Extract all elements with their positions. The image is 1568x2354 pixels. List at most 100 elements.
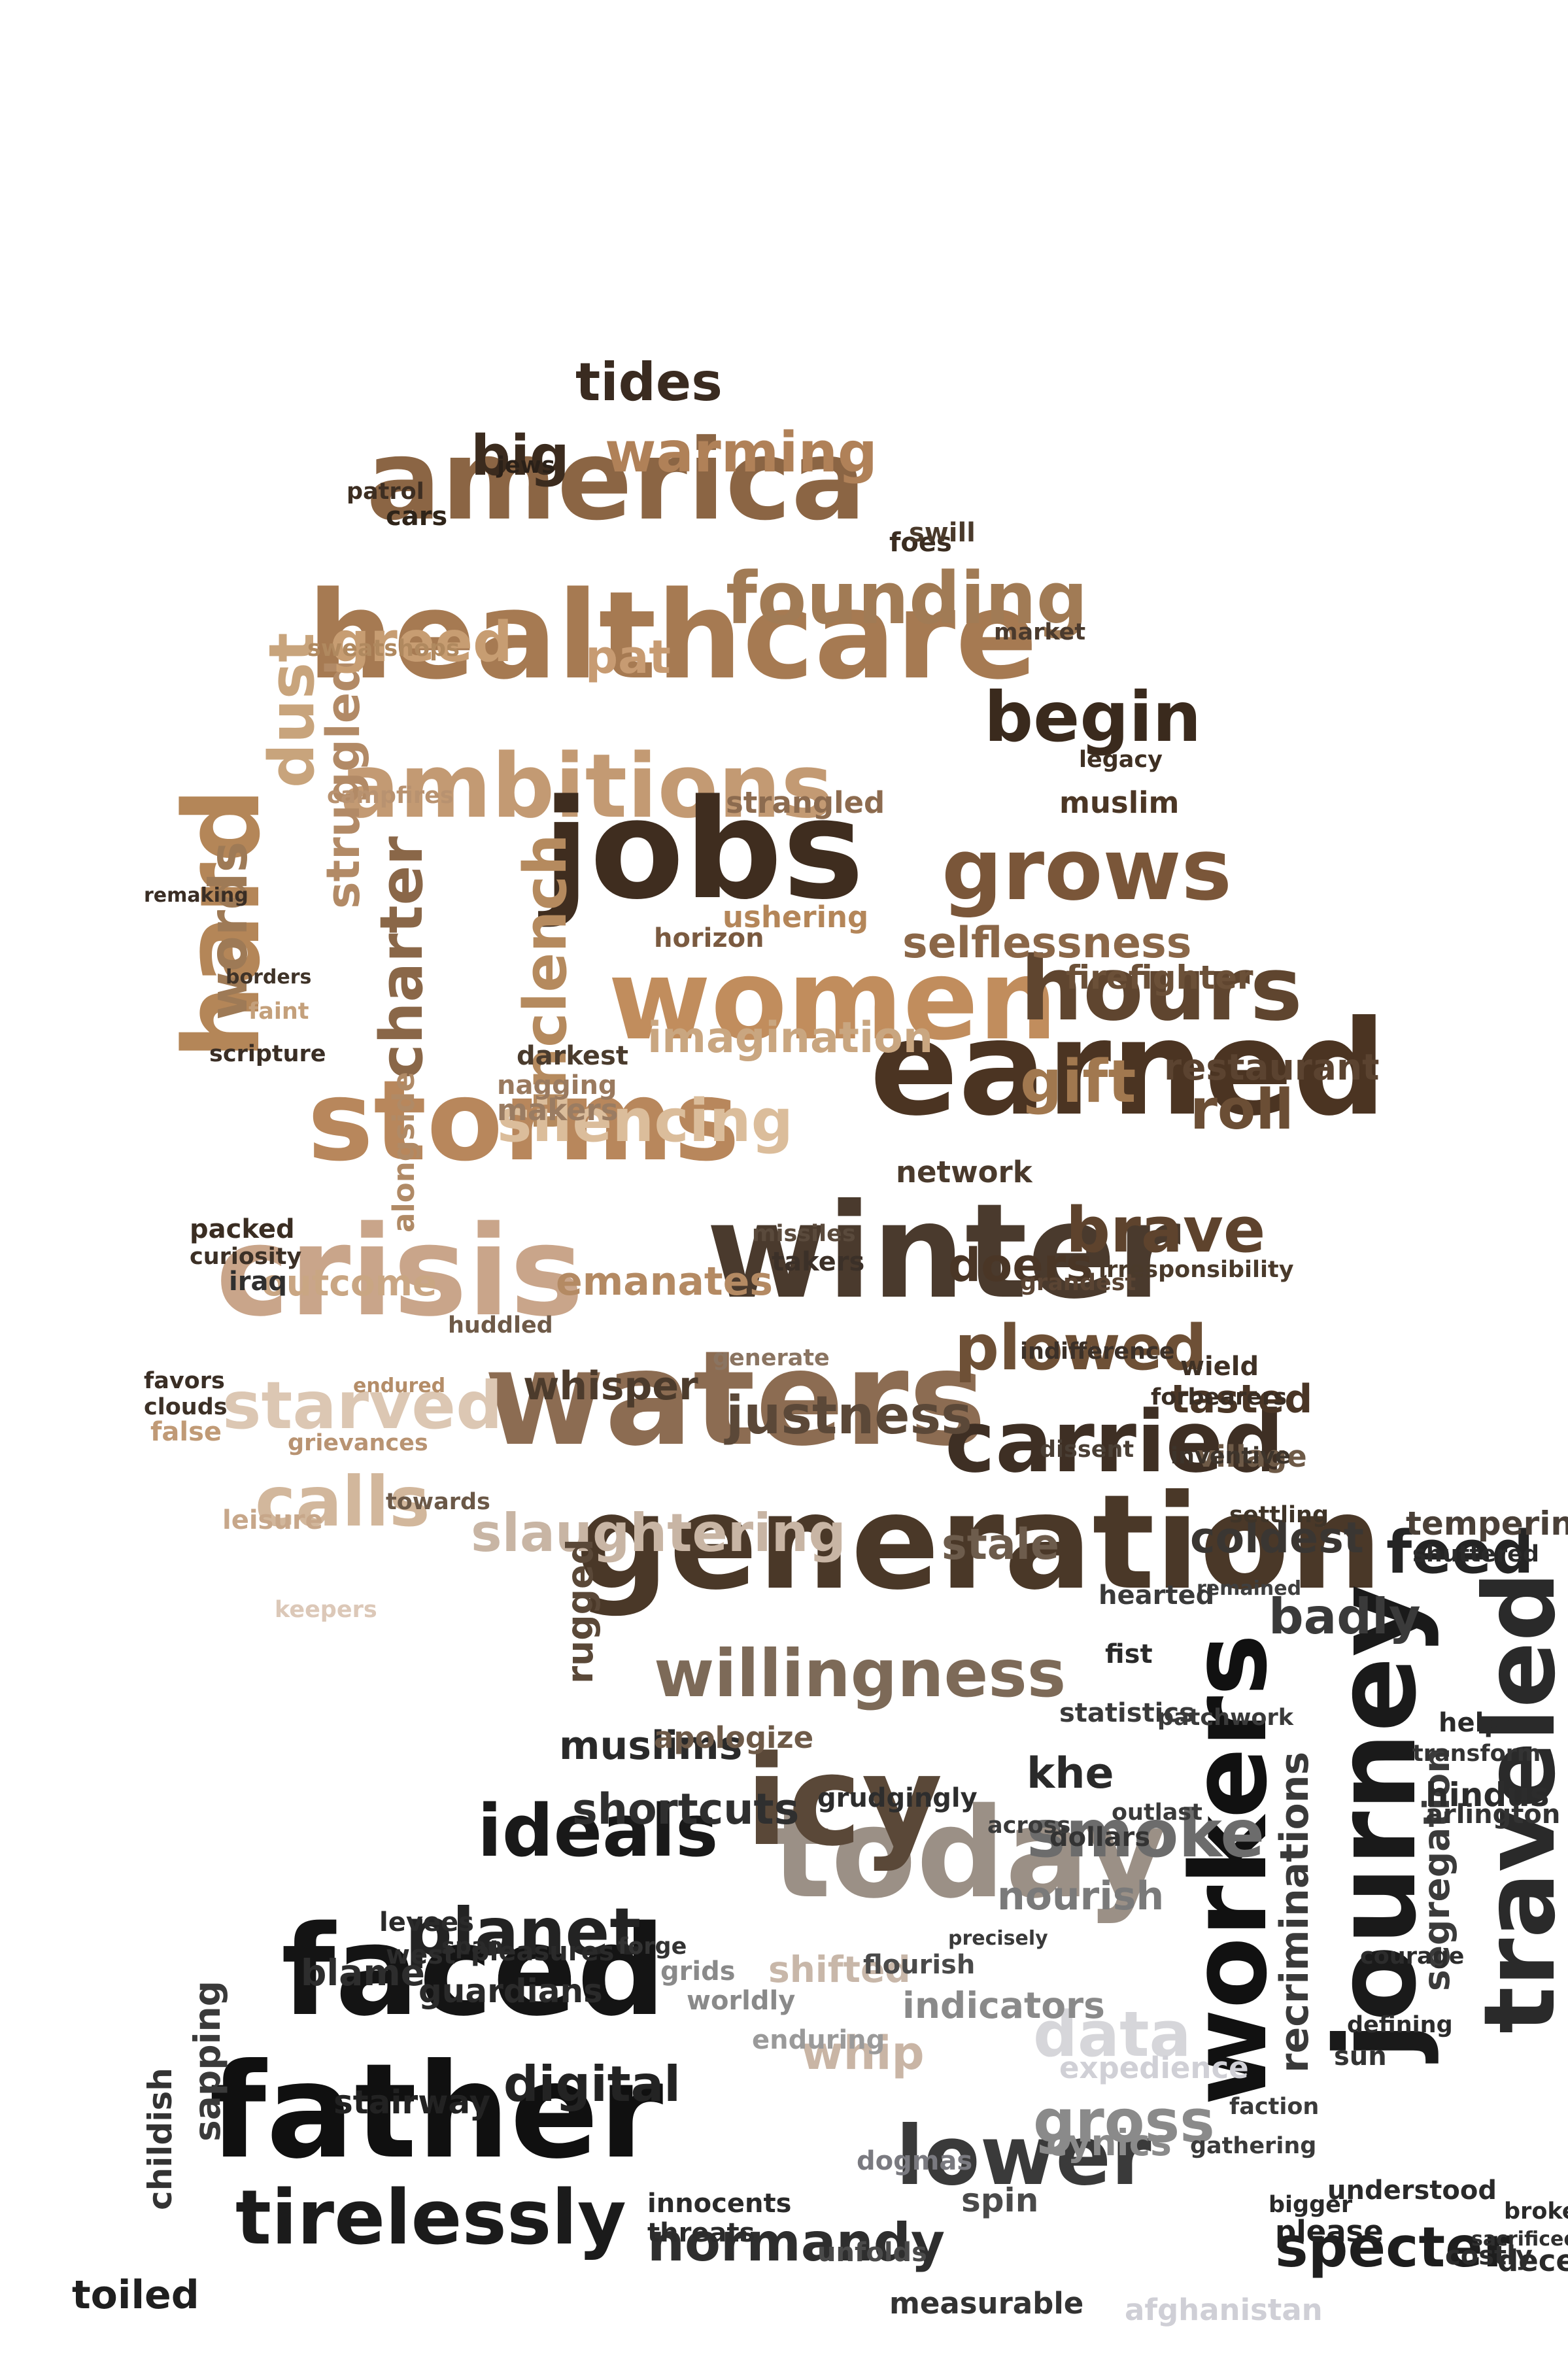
cloud-word: legacy bbox=[1079, 747, 1163, 773]
cloud-word: recriminations bbox=[1272, 1751, 1318, 2073]
cloud-word: whip bbox=[801, 2026, 925, 2080]
cloud-word: flourish bbox=[863, 1950, 976, 1980]
cloud-word: grievances bbox=[288, 1430, 428, 1456]
cloud-word: whisper bbox=[523, 1363, 698, 1409]
cloud-word: broken bbox=[1504, 2198, 1568, 2225]
cloud-word: icy bbox=[745, 1729, 943, 1873]
cloud-word: doers bbox=[948, 1238, 1093, 1292]
cloud-word: stale bbox=[942, 1520, 1059, 1569]
cloud-word: hearted bbox=[1099, 1580, 1215, 1611]
cloud-word: statistics bbox=[1059, 1698, 1195, 1728]
cloud-word: forge bbox=[618, 1934, 687, 1960]
cloud-word: courage bbox=[1360, 1943, 1465, 1970]
cloud-word: stairway bbox=[333, 2083, 491, 2121]
cloud-word: begin bbox=[984, 677, 1202, 757]
cloud-word: innocents bbox=[647, 2189, 792, 2219]
cloud-word: specter bbox=[1275, 2215, 1510, 2280]
cloud-word: span bbox=[441, 1934, 503, 1960]
cloud-word: plowed bbox=[955, 1312, 1208, 1384]
cloud-word: nourish bbox=[997, 1873, 1165, 1919]
cloud-word: endured bbox=[353, 1374, 446, 1397]
cloud-word: today bbox=[772, 1781, 1167, 1926]
cloud-word: generation bbox=[575, 1467, 1383, 1619]
cloud-word: strangled bbox=[726, 785, 885, 820]
cloud-word: grudgingly bbox=[817, 1783, 978, 1813]
cloud-word: costly bbox=[1445, 2241, 1533, 2271]
cloud-word: transform bbox=[1412, 1741, 1541, 1767]
cloud-word: campfires bbox=[327, 783, 454, 809]
cloud-word: alongside bbox=[386, 1072, 421, 1233]
cloud-word: gift bbox=[1020, 1048, 1136, 1116]
cloud-word: shortcuts bbox=[572, 1785, 800, 1834]
cloud-word: darkest bbox=[517, 1041, 628, 1071]
cloud-word: worldly bbox=[687, 1986, 796, 2016]
cloud-word: grids bbox=[660, 1956, 736, 1987]
cloud-word: selflessness bbox=[902, 919, 1192, 968]
cloud-word: nagging bbox=[497, 1070, 617, 1100]
cloud-word: cars bbox=[386, 502, 448, 532]
cloud-word: packed bbox=[190, 1214, 295, 1244]
cloud-word: dogmas bbox=[857, 2146, 973, 2176]
cloud-word: firefighter bbox=[1066, 959, 1253, 997]
cloud-word: charter bbox=[367, 836, 436, 1079]
cloud-word: muslim bbox=[1059, 785, 1180, 820]
cloud-word: faced bbox=[281, 1899, 666, 2043]
cloud-word: father bbox=[209, 2036, 664, 2188]
cloud-word: storms bbox=[307, 1057, 740, 1186]
cloud-word: enduring bbox=[752, 2025, 885, 2055]
cloud-word: sacrificed bbox=[1471, 2228, 1568, 2251]
cloud-word: across bbox=[987, 1813, 1071, 1839]
cloud-word: faction bbox=[1229, 2094, 1320, 2120]
cloud-word: healthcare bbox=[307, 565, 1038, 706]
cloud-word: lower bbox=[896, 2109, 1151, 2204]
cloud-word: indicators bbox=[902, 1985, 1105, 2026]
cloud-word: spin bbox=[961, 2181, 1039, 2219]
cloud-word: cynics bbox=[1046, 2122, 1172, 2164]
cloud-word: missiles bbox=[752, 1221, 856, 1247]
cloud-word: america bbox=[366, 416, 866, 545]
cloud-word: clouds bbox=[144, 1394, 228, 1420]
cloud-word: waters bbox=[484, 1323, 987, 1475]
cloud-word: horizon bbox=[654, 923, 764, 953]
cloud-word: dollars bbox=[1049, 1822, 1151, 1852]
cloud-word: fist bbox=[1105, 1639, 1153, 1669]
cloud-word: muslims bbox=[559, 1723, 743, 1769]
cloud-word: data bbox=[1033, 1999, 1191, 2071]
cloud-word: favors bbox=[144, 1368, 225, 1394]
cloud-word: brave bbox=[1066, 1195, 1266, 1267]
cloud-word: levees bbox=[379, 1907, 474, 1937]
cloud-word: toiled bbox=[72, 2272, 199, 2318]
cloud-word: earned bbox=[870, 993, 1387, 1145]
cloud-word: ideals bbox=[477, 1789, 719, 1873]
cloud-word: false bbox=[150, 1417, 222, 1447]
cloud-word: pat bbox=[585, 630, 671, 684]
cloud-word: understood bbox=[1327, 2175, 1497, 2206]
cloud-word: please bbox=[1275, 2214, 1384, 2249]
cloud-word: arlington bbox=[1425, 1800, 1561, 1830]
cloud-word: digital bbox=[503, 2055, 681, 2113]
cloud-word: starved bbox=[222, 1367, 503, 1444]
cloud-word: big bbox=[471, 424, 570, 488]
cloud-word: grandest bbox=[1020, 1270, 1136, 1296]
cloud-word: west bbox=[386, 1940, 456, 1970]
cloud-word: hours bbox=[1020, 938, 1303, 1040]
cloud-word: patchwork bbox=[1157, 1705, 1293, 1731]
cloud-word: huddled bbox=[448, 1312, 553, 1339]
cloud-word: remained bbox=[1197, 1577, 1302, 1600]
cloud-word: deceit bbox=[1497, 2243, 1568, 2278]
cloud-word: defining bbox=[1347, 2012, 1453, 2038]
cloud-word: hindus bbox=[1425, 1776, 1550, 1814]
cloud-word: wield bbox=[1180, 1352, 1259, 1382]
cloud-word: coldest bbox=[1190, 1514, 1364, 1563]
cloud-word: keepers bbox=[275, 1597, 377, 1623]
cloud-word: settling bbox=[1229, 1502, 1329, 1528]
cloud-word: dissent bbox=[1040, 1437, 1134, 1463]
cloud-word: patrol bbox=[347, 479, 424, 505]
cloud-word: words bbox=[198, 841, 259, 1020]
cloud-word: guardians bbox=[418, 1972, 603, 2010]
cloud-word: faint bbox=[248, 998, 309, 1025]
cloud-word: inventive bbox=[1170, 1443, 1291, 1469]
cloud-word: generate bbox=[713, 1345, 830, 1371]
cloud-word: measurable bbox=[889, 2286, 1084, 2321]
cloud-word: outcome bbox=[262, 1262, 437, 1304]
